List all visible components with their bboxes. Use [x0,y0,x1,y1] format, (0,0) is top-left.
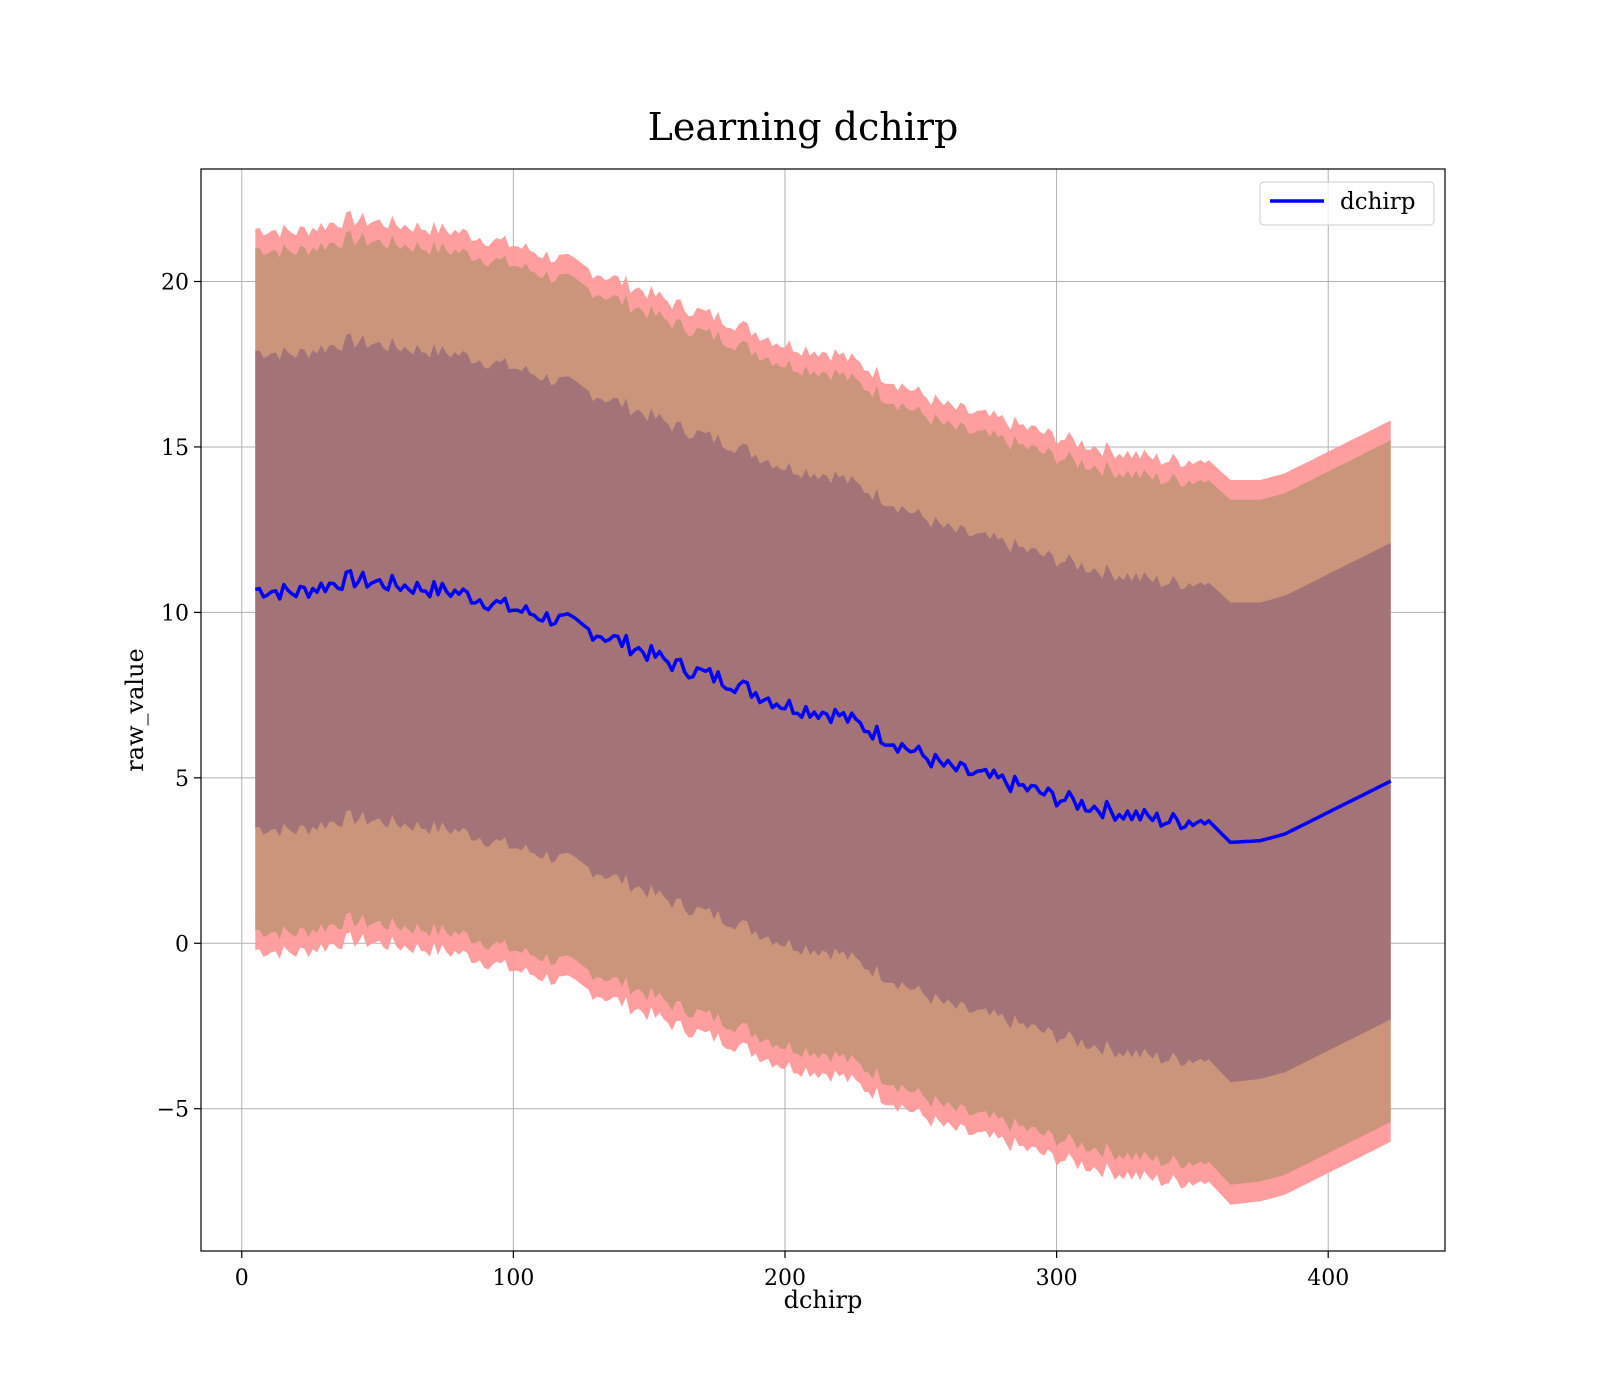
legend: dchirp [1259,181,1435,226]
chart-title: Learning dchirp [648,105,959,149]
x-tick-label-4: 400 [1307,1266,1349,1291]
y-axis-label: raw_value [121,648,149,772]
series-line-dchirp [254,568,1392,845]
y-tick-label-3: 10 [161,601,189,626]
x-tick-label-2: 200 [764,1266,806,1291]
y-tick-label-2: 5 [175,767,189,792]
y-tick-label-5: 20 [161,271,189,296]
x-axis-label: dchirp [784,1286,863,1314]
y-tick-label-1: 0 [175,932,189,957]
x-tick-label-3: 300 [1036,1266,1078,1291]
legend-box [1259,181,1435,226]
x-tick-label-1: 100 [492,1266,534,1291]
x-axis: 0 100 200 300 400 [235,1251,1349,1291]
legend-label-dchirp: dchirp [1340,189,1416,215]
x-tick-label-0: 0 [235,1266,249,1291]
confidence-bands [255,210,1391,1205]
y-axis: −5 0 5 10 15 20 [157,271,201,1123]
plot-frame [200,168,1446,1252]
series-lines [254,568,1392,845]
band-level-1 [255,333,1391,1083]
y-tick-label-4: 15 [161,436,189,461]
y-tick-label-0: −5 [157,1098,189,1123]
